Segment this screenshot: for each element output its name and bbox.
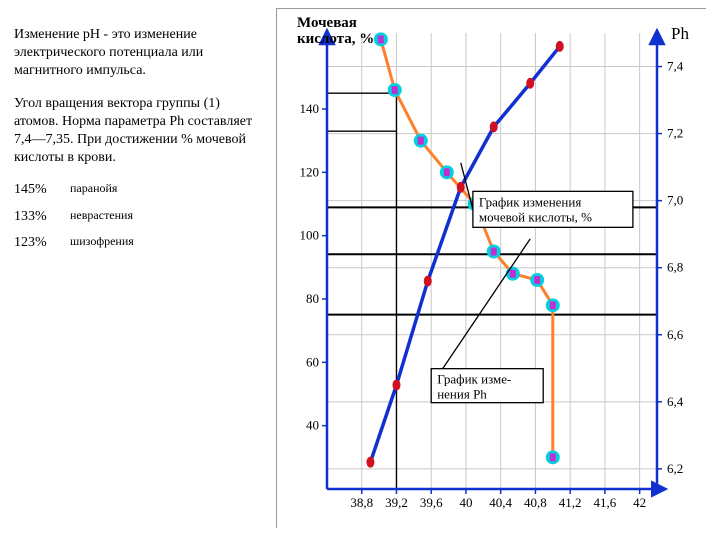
threshold-label: шизофрения [70, 234, 134, 252]
svg-text:120: 120 [300, 164, 320, 179]
chart-container: 38,8 39,2 39,6 40 40,4 40,8 41,2 41,6 42 40 60 80 10… [276, 8, 706, 528]
svg-text:График изменения: График изменения [479, 194, 581, 209]
svg-text:6,6: 6,6 [667, 327, 684, 342]
svg-text:80: 80 [306, 291, 319, 306]
description-para-2: Угол вращения вектора группы (1) атомов.… [14, 95, 260, 168]
svg-text:40,4: 40,4 [489, 495, 512, 510]
description-panel: Изменение pH - это изменение электрическ… [14, 26, 260, 260]
svg-text:нения Ph: нения Ph [437, 387, 487, 402]
threshold-pct: 123% [14, 234, 70, 252]
svg-text:42: 42 [633, 495, 646, 510]
threshold-row: 145% паранойя [14, 181, 260, 199]
svg-text:41,6: 41,6 [594, 495, 617, 510]
svg-text:39,6: 39,6 [420, 495, 443, 510]
svg-text:100: 100 [300, 228, 320, 243]
svg-text:40: 40 [459, 495, 472, 510]
svg-text:мочевой кислоты, %: мочевой кислоты, % [479, 209, 592, 224]
svg-text:40,8: 40,8 [524, 495, 547, 510]
svg-text:7,4: 7,4 [667, 59, 684, 74]
svg-text:140: 140 [300, 101, 320, 116]
threshold-row: 123% шизофрения [14, 234, 260, 252]
svg-text:Ph: Ph [671, 24, 689, 43]
dual-axis-chart: 38,8 39,2 39,6 40 40,4 40,8 41,2 41,6 42 40 60 80 10… [277, 9, 707, 529]
svg-text:41,2: 41,2 [559, 495, 582, 510]
svg-text:График изме-: График изме- [437, 372, 511, 387]
description-para-1: Изменение pH - это изменение электрическ… [14, 26, 260, 81]
threshold-pct: 133% [14, 208, 70, 226]
threshold-label: неврастения [70, 208, 133, 226]
threshold-table: 145% паранойя 133% неврастения 123% шизо… [14, 181, 260, 252]
svg-text:40: 40 [306, 418, 319, 433]
svg-text:6,4: 6,4 [667, 394, 684, 409]
svg-text:6,8: 6,8 [667, 260, 683, 275]
svg-text:39,2: 39,2 [385, 495, 408, 510]
threshold-label: паранойя [70, 181, 117, 199]
threshold-row: 133% неврастения [14, 208, 260, 226]
svg-text:7,2: 7,2 [667, 126, 683, 141]
svg-text:38,8: 38,8 [350, 495, 373, 510]
threshold-pct: 145% [14, 181, 70, 199]
svg-text:6,2: 6,2 [667, 461, 683, 476]
svg-text:7,0: 7,0 [667, 193, 683, 208]
svg-text:60: 60 [306, 354, 319, 369]
